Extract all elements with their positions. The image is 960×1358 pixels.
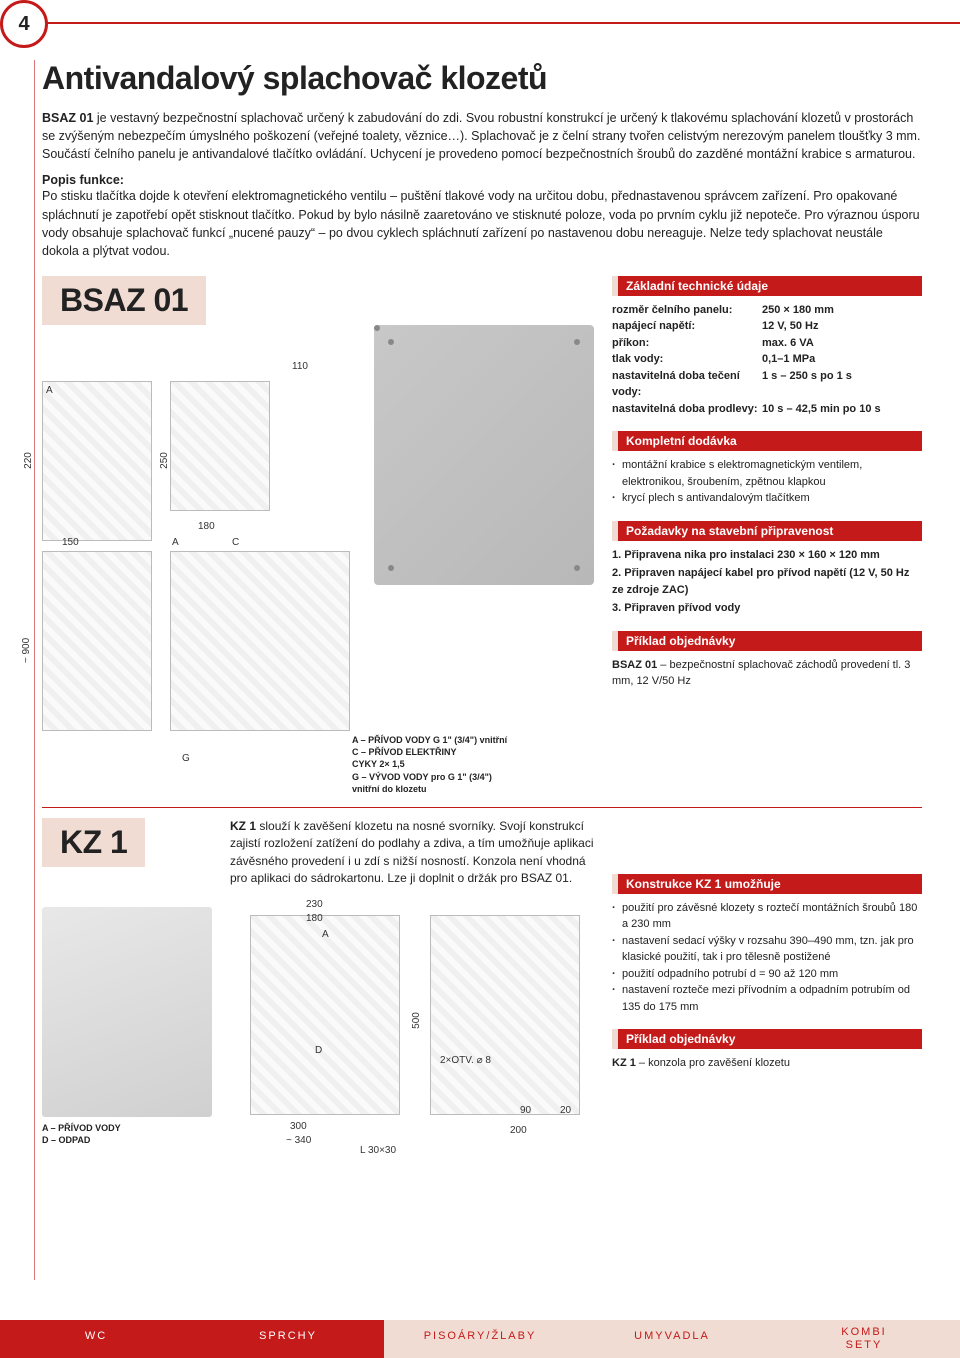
list-item: krycí plech s antivandalovým tlačítkem [612, 490, 922, 507]
list-item: nastavení sedací výšky v rozsahu 390–490… [612, 933, 922, 966]
kz-otv: 2×OTV. ⌀ 8 [440, 1055, 491, 1066]
specs-heading: Základní technické údaje [612, 276, 922, 296]
intro-text: BSAZ 01 je vestavný bezpečnostní splacho… [42, 109, 922, 163]
list-item: montážní krabice s elektromagnetickým ve… [612, 457, 922, 490]
list-item: použití odpadního potrubí d = 90 až 120 … [612, 966, 922, 983]
kz1-description: KZ 1 slouží k zavěšení klozetu na nosné … [230, 818, 594, 888]
bsaz-diagram-area: 110 180 150 220 250 ~ 900 A A C G A – PŘ… [42, 325, 594, 795]
label-g: G [182, 753, 190, 764]
kz-label-a: A [322, 929, 329, 940]
list-item: 3. Připraven přívod vody [612, 600, 922, 617]
page-number-badge: 4 [0, 0, 48, 48]
spec-row: napájecí napětí:12 V, 50 Hz [612, 318, 922, 335]
label-c: C [232, 537, 239, 548]
dim-110: 110 [292, 361, 308, 372]
list-item: použití pro závěsné klozety s roztečí mo… [612, 900, 922, 933]
kz-construction-heading: Konstrukce KZ 1 umožňuje [612, 874, 922, 894]
order2-body: KZ 1 – konzola pro zavěšení klozetu [612, 1055, 922, 1072]
bsaz-legend: A – PŘÍVOD VODY G 1" (3/4") vnitřníC – P… [352, 734, 542, 795]
spec-row: nastavitelná doba prodlevy:10 s – 42,5 m… [612, 401, 922, 418]
list-item: nastavení rozteče mezi přívodním a odpad… [612, 982, 922, 1015]
bsaz-panel-photo [374, 325, 594, 585]
kz-dim-500: 500 [411, 1013, 422, 1030]
dim-250: 250 [159, 452, 170, 469]
header-rule [40, 22, 960, 24]
dim-150: 150 [62, 537, 79, 548]
page-title: Antivandalový splachovač klozetů [42, 60, 922, 97]
divider [42, 807, 922, 808]
kz1-diagram-area: 230 180 A D 500 2×OTV. ⌀ 8 300 ~ 340 90 … [230, 895, 594, 1155]
tab-sprchy[interactable]: SPRCHY [192, 1320, 384, 1358]
spec-row: příkon:max. 6 VA [612, 335, 922, 352]
kz-label-d: D [315, 1045, 322, 1056]
delivery-list: montážní krabice s elektromagnetickým ve… [612, 457, 922, 507]
spec-row: nastavitelná doba tečení vody:1 s – 250 … [612, 368, 922, 401]
function-body: Po stisku tlačítka dojde k otevření elek… [42, 187, 922, 260]
dim-180: 180 [198, 521, 215, 532]
prep-list: 1. Připravena nika pro instalaci 230 × 1… [612, 547, 922, 617]
kz-bullets: použití pro závěsné klozety s roztečí mo… [612, 900, 922, 1016]
footer-tabs: WC SPRCHY PISOÁRY/ŽLABY UMYVADLA KOMBI S… [0, 1320, 960, 1358]
spec-row: rozměr čelního panelu:250 × 180 mm [612, 302, 922, 319]
kz-dim-300: 300 [290, 1121, 307, 1132]
kz-dim-l: L 30×30 [360, 1145, 396, 1156]
kz-dim-20: 20 [560, 1105, 571, 1116]
list-item: 1. Připravena nika pro instalaci 230 × 1… [612, 547, 922, 564]
product-code-bsaz: BSAZ 01 [42, 276, 206, 325]
kz-dim-200: 200 [510, 1125, 527, 1136]
kz-dim-230: 230 [306, 899, 323, 910]
order1-body: BSAZ 01 – bezpečnostní splachovač záchod… [612, 657, 922, 690]
tab-wc[interactable]: WC [0, 1320, 192, 1358]
tab-kombi[interactable]: KOMBI SETY [768, 1320, 960, 1358]
kz-dim-180: 180 [306, 913, 323, 924]
specs-list: rozměr čelního panelu:250 × 180 mmnapáje… [612, 302, 922, 418]
delivery-heading: Kompletní dodávka [612, 431, 922, 451]
prep-heading: Požadavky na stavební připravenost [612, 521, 922, 541]
tab-pisoary[interactable]: PISOÁRY/ŽLABY [384, 1320, 576, 1358]
label-a2: A [172, 537, 179, 548]
kz1-photo [42, 907, 212, 1117]
function-heading: Popis funkce: [42, 173, 922, 187]
dim-900: ~ 900 [21, 638, 32, 663]
label-a: A [46, 385, 53, 396]
list-item: 2. Připraven napájecí kabel pro přívod n… [612, 565, 922, 598]
product-code-kz1: KZ 1 [42, 818, 145, 867]
dim-220: 220 [23, 452, 34, 469]
tab-umyvadla[interactable]: UMYVADLA [576, 1320, 768, 1358]
kz1-legend: A – PŘÍVOD VODYD – ODPAD [42, 1123, 212, 1146]
order2-heading: Příklad objednávky [612, 1029, 922, 1049]
spec-row: tlak vody:0,1–1 MPa [612, 351, 922, 368]
left-rule [34, 60, 35, 1280]
kz-dim-90: 90 [520, 1105, 531, 1116]
kz-dim-340: ~ 340 [286, 1135, 311, 1146]
order1-heading: Příklad objednávky [612, 631, 922, 651]
